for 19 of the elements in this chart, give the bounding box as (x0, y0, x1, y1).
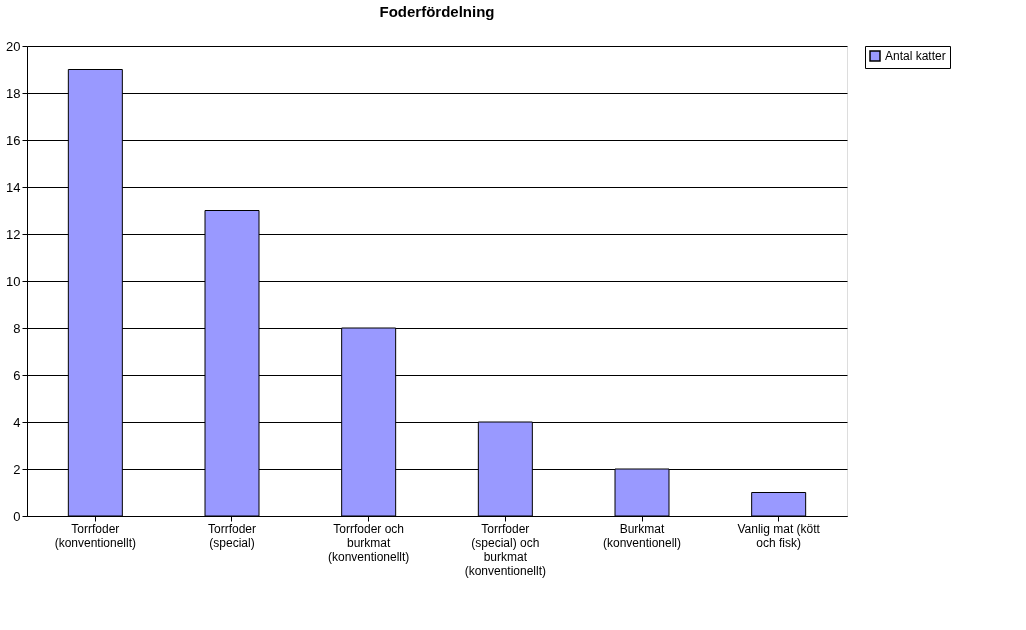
x-tick-label: Torrfoder (konventionellt) (54, 521, 137, 550)
y-tick-label: 10 (6, 273, 21, 289)
y-tick-label: 14 (6, 179, 21, 195)
y-tick-label: 8 (13, 320, 21, 336)
y-tick-label: 2 (13, 461, 21, 477)
x-tick-label: Torrfoder och burkmat (konventionellt) (327, 521, 410, 564)
y-tick-label: 18 (6, 85, 21, 101)
x-tick-label: Vanlig mat (kött och fisk) (737, 521, 821, 550)
y-tick-label: 4 (13, 414, 21, 430)
y-tick-label: 0 (13, 508, 21, 524)
legend-label: Antal katter (885, 49, 946, 63)
x-tick-label: Burkmat (konventionell) (602, 521, 682, 550)
x-tick-label: Torrfoder (special) och burkmat (konventionellt) (464, 521, 547, 578)
x-tick-label: Torrfoder (special) (207, 521, 257, 550)
chart-title: Foderfördelning (379, 3, 495, 20)
y-tick-label: 12 (6, 226, 21, 242)
y-tick-label: 6 (13, 367, 21, 383)
y-tick-label: 20 (6, 38, 21, 54)
y-tick-label: 16 (6, 132, 21, 148)
